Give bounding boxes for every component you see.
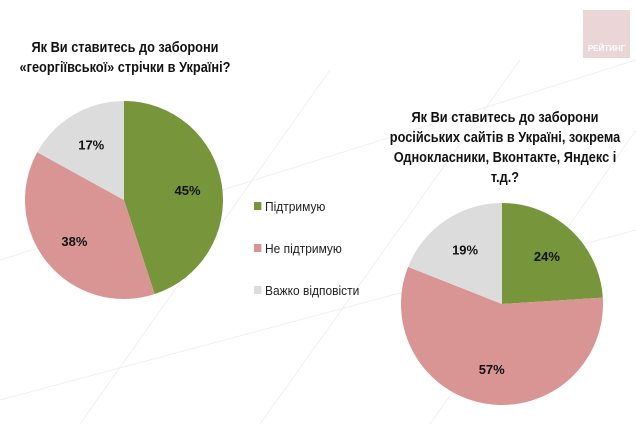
legend-label: Не підтримую <box>265 240 342 256</box>
chart-2-title-line: т.д.? <box>490 170 520 186</box>
chart-1-title-line: «георгіївської» стрічки в Україні? <box>19 60 231 76</box>
legend: Підтримую Не підтримую Важко відповісти <box>254 196 368 322</box>
legend-item-oppose: Не підтримую <box>254 238 359 258</box>
pie-1-data-label-3: 17% <box>78 138 104 153</box>
chart-1-title-line: Як Ви ставитесь до заборони <box>31 40 219 56</box>
legend-swatch <box>254 286 262 294</box>
pie-1-slice-1 <box>124 101 223 295</box>
pie-1-slice-3 <box>37 101 125 200</box>
legend-label: Важко відповісти <box>265 282 360 298</box>
pie-1-data-label-1: 45% <box>175 183 201 198</box>
pie-2-data-label-1: 24% <box>534 249 560 264</box>
pie-2-data-label-2: 57% <box>479 362 505 377</box>
pie-2-slice-1 <box>502 203 603 304</box>
legend-label: Підтримую <box>265 198 326 214</box>
legend-item-hard-to-say: Важко відповісти <box>254 280 359 300</box>
pie-2-data-label-3: 19% <box>452 243 478 258</box>
chart-2-title-line: Як Ви ставитесь до заборони <box>411 110 599 126</box>
chart-2-title-line: Однокласники, Вконтакте, Яндекс і <box>393 150 617 166</box>
pie-2-slice-3 <box>408 203 502 304</box>
legend-item-support: Підтримую <box>254 196 359 216</box>
chart-2-title-line: російських сайтів в Україні, зокрема <box>389 130 621 146</box>
legend-swatch <box>254 202 262 210</box>
chart-1-title: Як Ви ставитесь до заборони «георгіївськ… <box>15 38 235 78</box>
pie-1-data-label-2: 38% <box>61 234 87 249</box>
pie-1-slice-2 <box>24 152 155 299</box>
logo-text: РЕЙТИНГ <box>587 44 626 53</box>
legend-swatch <box>254 244 262 252</box>
chart-2-title: Як Ви ставитесь до заборони російських с… <box>377 108 632 188</box>
pie-2-slice-2 <box>400 266 603 405</box>
rating-logo: РЕЙТИНГ <box>583 10 630 58</box>
